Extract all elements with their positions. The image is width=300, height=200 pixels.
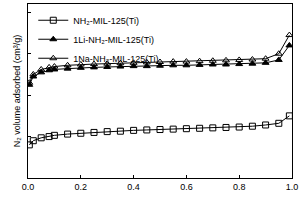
svg-text:1Li-NH₂-MIL-125(Ti): 1Li-NH₂-MIL-125(Ti) bbox=[73, 35, 154, 45]
svg-text:0.2: 0.2 bbox=[75, 182, 88, 192]
svg-text:0.8: 0.8 bbox=[233, 182, 246, 192]
svg-text:1Na-NH₂-MIL-125(Ti): 1Na-NH₂-MIL-125(Ti) bbox=[73, 54, 158, 64]
svg-text:N₂ volume adsorbed (cm³/g): N₂ volume adsorbed (cm³/g) bbox=[12, 35, 22, 148]
svg-text:1.0: 1.0 bbox=[286, 182, 299, 192]
svg-text:0.4: 0.4 bbox=[127, 182, 140, 192]
svg-text:NH₂-MIL-125(Ti): NH₂-MIL-125(Ti) bbox=[73, 16, 139, 26]
svg-text:0.0: 0.0 bbox=[22, 182, 35, 192]
svg-text:0.6: 0.6 bbox=[180, 182, 193, 192]
